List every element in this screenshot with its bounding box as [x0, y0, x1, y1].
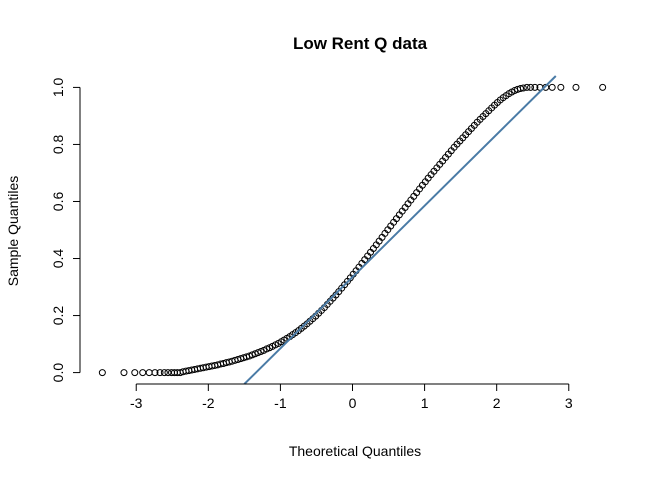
x-tick-label: 1: [421, 395, 429, 411]
x-axis: -3 -2 -1 0 1 2 3: [130, 383, 573, 411]
y-tick-label: 1.0: [50, 77, 66, 97]
data-point: [519, 84, 527, 92]
y-tick-label: 0.0: [50, 363, 66, 383]
data-points: [98, 83, 607, 377]
data-point: [557, 83, 565, 91]
data-point: [160, 369, 168, 377]
data-point: [599, 83, 607, 91]
data-point: [139, 369, 147, 377]
data-point: [523, 83, 531, 91]
x-tick-label: -3: [130, 395, 143, 411]
y-axis-label: Sample Quantiles: [5, 176, 21, 287]
y-tick-label: 0.6: [50, 192, 66, 212]
y-tick-label: 0.4: [50, 249, 66, 269]
x-axis-label: Theoretical Quantiles: [289, 443, 421, 459]
plot-area: [98, 75, 607, 385]
data-point: [151, 369, 159, 377]
data-point: [145, 369, 153, 377]
reference-line: [243, 75, 557, 385]
x-tick-label: 3: [565, 395, 573, 411]
data-point: [98, 369, 106, 377]
x-tick-label: -1: [274, 395, 287, 411]
y-axis: 0.0 0.2 0.4 0.6 0.8 1.0: [50, 77, 81, 383]
data-point: [531, 83, 539, 91]
data-point: [156, 369, 164, 377]
data-point: [131, 369, 139, 377]
y-tick-label: 0.2: [50, 306, 66, 326]
chart-title: Low Rent Q data: [293, 34, 428, 53]
data-point: [548, 83, 556, 91]
data-point: [572, 83, 580, 91]
x-tick-label: 2: [493, 395, 501, 411]
data-point: [120, 369, 128, 377]
data-point: [516, 85, 524, 93]
x-tick-label: -2: [202, 395, 215, 411]
y-tick-label: 0.8: [50, 135, 66, 155]
x-tick-label: 0: [349, 395, 357, 411]
data-point: [527, 83, 535, 91]
